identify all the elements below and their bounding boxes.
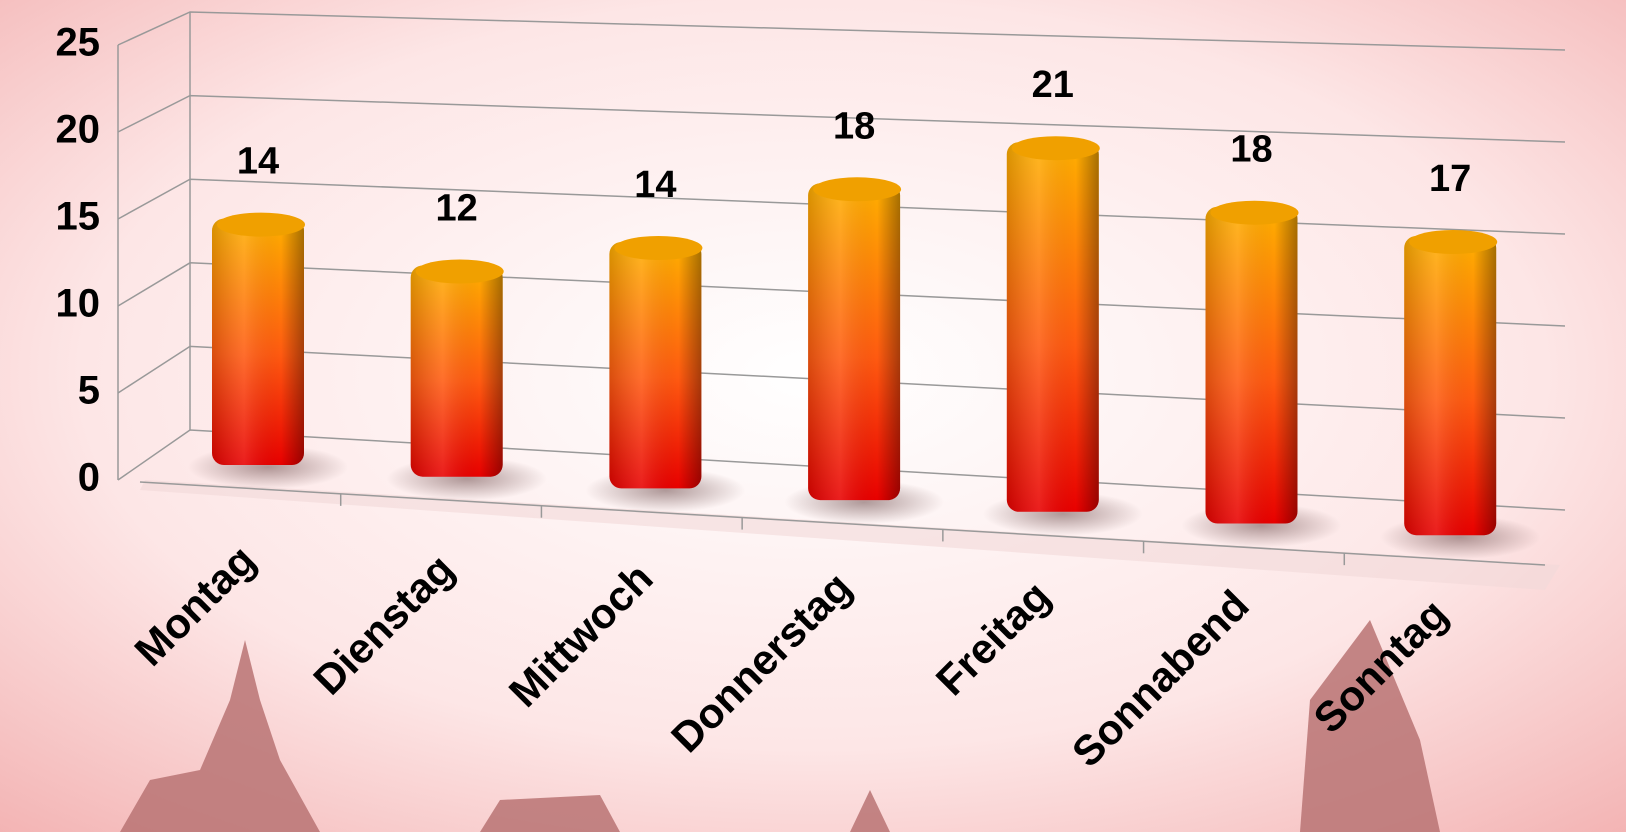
bar-top <box>1210 200 1299 225</box>
value-label: 21 <box>1032 64 1074 106</box>
bar-group <box>982 136 1143 536</box>
bar-shade <box>1404 236 1497 536</box>
value-label: 14 <box>634 164 676 206</box>
value-label: 12 <box>436 188 478 230</box>
y-tick-label: 25 <box>56 21 101 65</box>
bar-group <box>784 177 945 525</box>
bar-top <box>1011 136 1100 161</box>
y-tick-label: 10 <box>56 282 101 326</box>
bar-top <box>217 212 305 237</box>
x-axis <box>139 481 1546 566</box>
bar-shade <box>410 265 503 477</box>
decoration <box>120 620 1440 832</box>
y-tick-label: 5 <box>78 369 100 413</box>
bar-shade <box>808 183 901 501</box>
y-tick-label: 20 <box>56 108 101 152</box>
bar-group <box>585 236 746 513</box>
floor <box>140 480 1560 590</box>
value-label: 18 <box>833 105 875 147</box>
y-tick-label: 0 <box>78 456 100 500</box>
bar-top <box>614 236 703 260</box>
y-tick-label: 15 <box>56 195 101 239</box>
bar-group <box>1181 200 1342 548</box>
bar-shade <box>609 242 702 489</box>
bar-group <box>188 212 348 489</box>
value-label: 18 <box>1230 129 1272 171</box>
bar-top <box>415 259 504 284</box>
value-label: 14 <box>237 141 279 183</box>
bar-group <box>386 259 547 501</box>
bar-shade <box>212 218 304 465</box>
value-label: 17 <box>1429 158 1471 200</box>
bar-top <box>1409 230 1498 254</box>
bar-shade <box>1006 142 1099 512</box>
bar-top <box>813 177 902 202</box>
bar-shade <box>1205 206 1298 524</box>
bar-group <box>1380 230 1541 560</box>
